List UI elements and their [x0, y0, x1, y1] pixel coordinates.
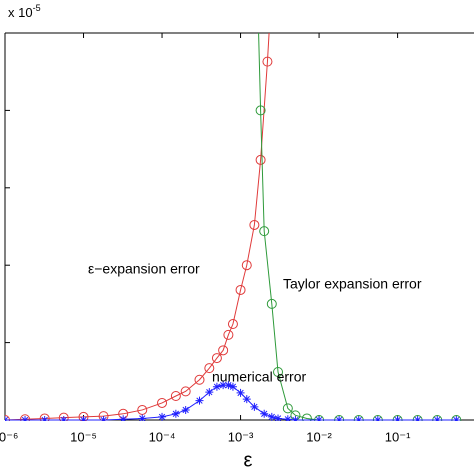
- marker-star: [413, 416, 422, 421]
- marker-circle: [157, 397, 168, 408]
- marker-circle: [235, 284, 246, 295]
- marker-star: [274, 414, 283, 421]
- marker-star: [260, 409, 269, 418]
- marker-circle: [58, 412, 69, 421]
- marker-star: [138, 414, 147, 421]
- marker-star: [158, 412, 167, 421]
- marker-star: [195, 396, 204, 405]
- marker-circle: [255, 154, 266, 165]
- marker-star: [181, 405, 190, 414]
- marker-star: [79, 416, 88, 421]
- marker-circle: [282, 403, 293, 414]
- marker-star: [40, 416, 49, 421]
- marker-star: [267, 412, 276, 421]
- marker-circle: [78, 411, 89, 421]
- y-multiplier-base: x 10: [8, 5, 33, 20]
- series-annotation: ε−expansion error: [88, 261, 200, 277]
- marker-star: [335, 416, 344, 421]
- marker-circle: [204, 363, 215, 374]
- marker-star: [283, 415, 292, 421]
- marker-circle: [20, 414, 31, 421]
- marker-star: [99, 416, 108, 421]
- marker-star: [119, 415, 128, 421]
- marker-circle: [255, 105, 266, 116]
- marker-star: [242, 395, 251, 404]
- series-line: [258, 33, 457, 421]
- marker-circle: [266, 298, 277, 309]
- marker-star: [393, 416, 402, 421]
- series-line: [5, 33, 270, 421]
- marker-star: [373, 416, 382, 421]
- marker-star: [236, 388, 245, 397]
- marker-star: [5, 416, 9, 421]
- marker-circle: [266, 5, 275, 14]
- marker-star: [291, 416, 300, 421]
- marker-star: [354, 416, 363, 421]
- marker-circle: [211, 353, 222, 364]
- marker-circle: [223, 329, 234, 340]
- marker-circle: [301, 413, 312, 421]
- x-tick-label: 10⁻²: [306, 429, 332, 444]
- marker-circle: [249, 219, 260, 230]
- marker-star: [224, 381, 233, 390]
- x-tick-label: 10⁻⁵: [70, 429, 97, 444]
- marker-circle: [218, 345, 229, 356]
- plot-area: [5, 5, 462, 421]
- marker-star: [250, 402, 259, 411]
- marker-star: [315, 416, 324, 421]
- marker-star: [59, 416, 68, 421]
- marker-star: [171, 409, 180, 418]
- series-annotation: Taylor expansion error: [283, 276, 422, 292]
- marker-circle: [180, 386, 191, 397]
- marker-star: [433, 416, 442, 421]
- marker-star: [452, 416, 461, 421]
- marker-circle: [262, 56, 273, 67]
- marker-circle: [194, 374, 205, 385]
- x-axis-label: ε: [244, 449, 253, 471]
- marker-circle: [227, 319, 238, 330]
- series-line: [5, 384, 457, 421]
- y-multiplier: x 10-5: [8, 3, 41, 20]
- marker-star: [219, 381, 228, 390]
- marker-circle: [39, 413, 50, 421]
- x-tick-label: 10⁻³: [228, 429, 254, 444]
- marker-circle: [273, 367, 284, 378]
- marker-star: [212, 382, 221, 391]
- x-tick-label: 10⁻¹: [385, 429, 411, 444]
- marker-star: [228, 382, 237, 391]
- x-tick-label: 10⁻⁴: [149, 429, 176, 444]
- x-tick-label: 10⁻⁶: [0, 429, 18, 444]
- y-multiplier-exponent: -5: [33, 3, 41, 13]
- marker-circle: [170, 391, 181, 402]
- marker-circle: [259, 226, 270, 237]
- marker-star: [21, 416, 30, 421]
- series-annotation: numerical error: [212, 369, 306, 385]
- marker-circle: [241, 260, 252, 271]
- marker-star: [205, 388, 214, 397]
- marker-circle: [137, 404, 148, 415]
